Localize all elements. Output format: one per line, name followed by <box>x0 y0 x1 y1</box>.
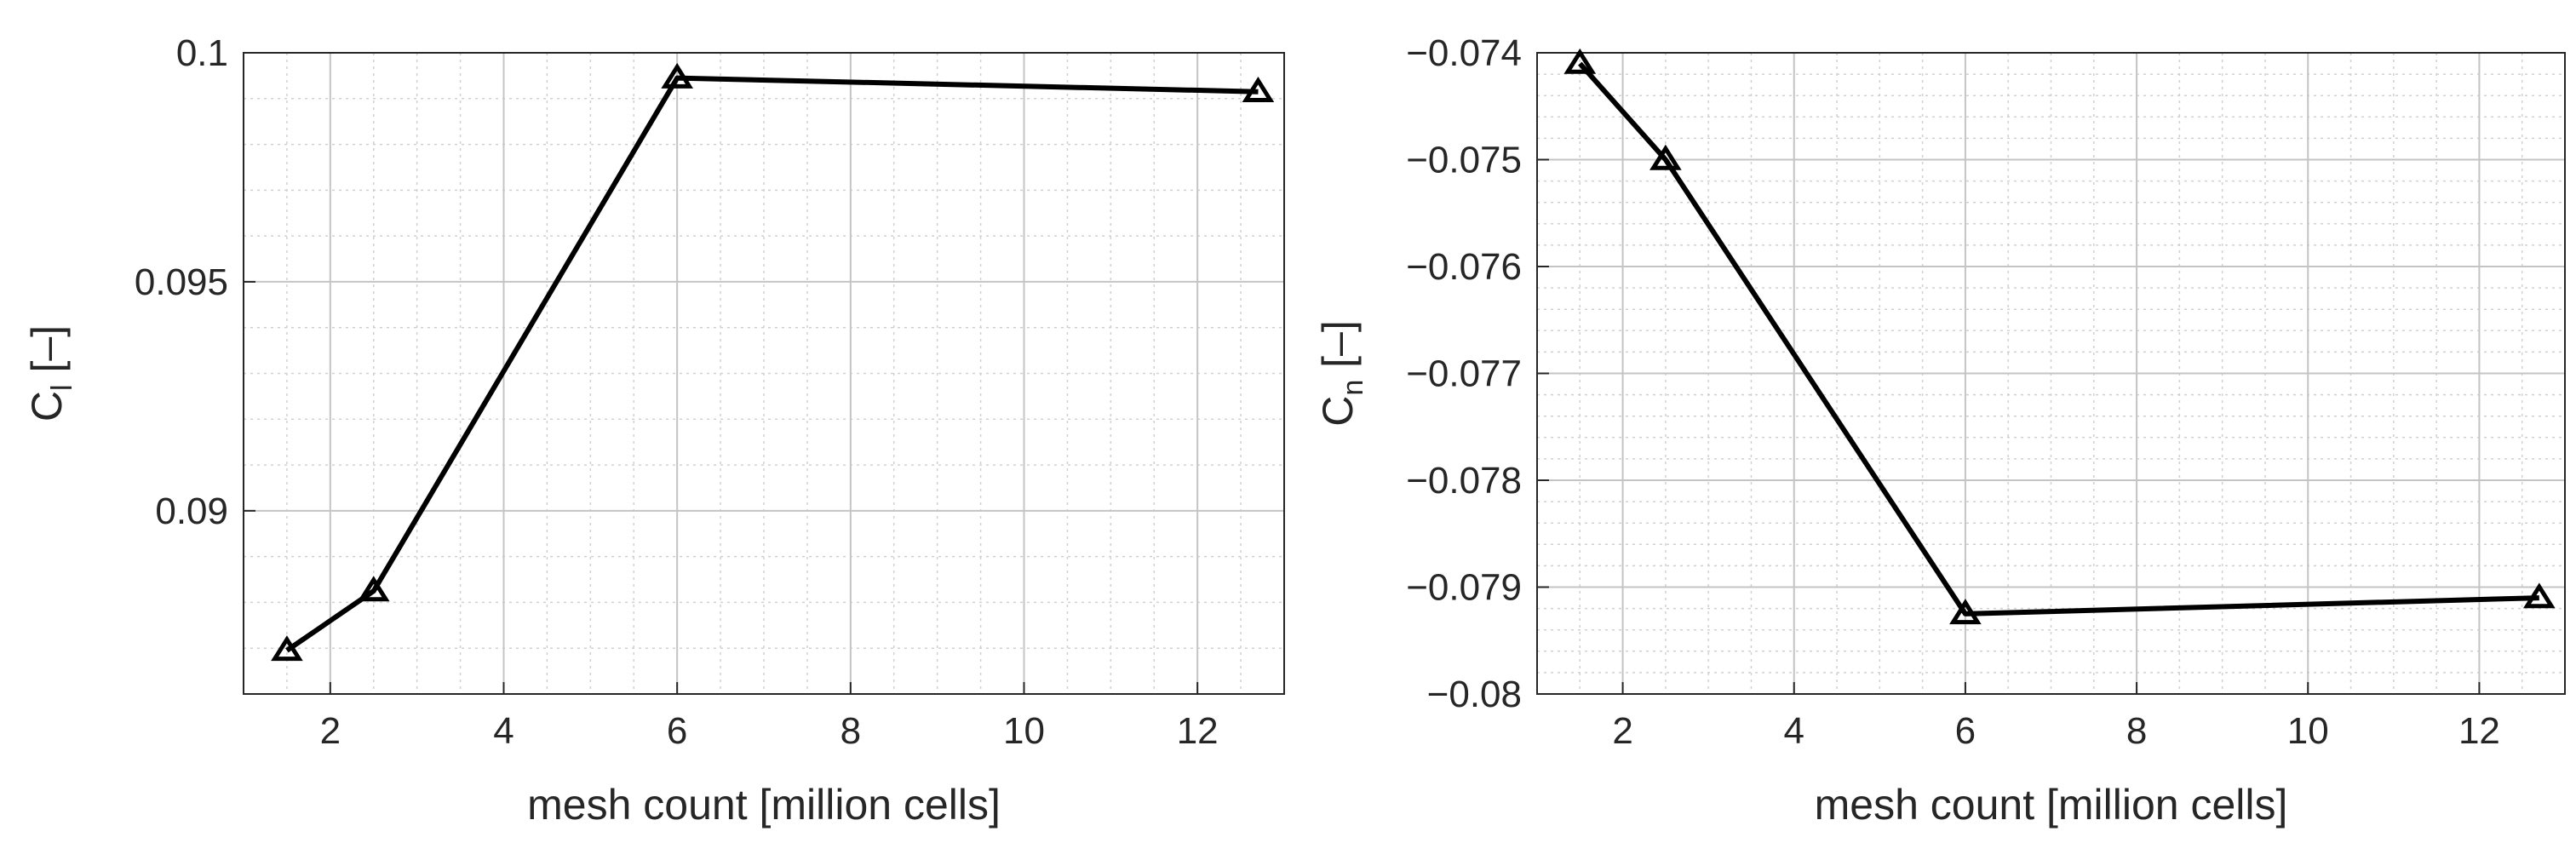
x-tick-label: 12 <box>1177 710 1219 752</box>
x-tick-label: 2 <box>320 710 341 752</box>
y-axis-label: Cl [–] <box>23 325 78 422</box>
x-tick-label: 2 <box>1612 710 1632 752</box>
data-point-marker <box>1949 599 1982 625</box>
y-tick-label: 0.095 <box>135 261 228 303</box>
x-tick-label: 6 <box>667 710 687 752</box>
series-line <box>1578 61 2539 616</box>
y-tick-label: 0.1 <box>176 32 228 74</box>
data-point-marker <box>271 635 303 662</box>
chart-lift-coefficient: 2 4 6 8 10 12 0.09 0.095 0.1 mesh count [millio… <box>23 32 1285 829</box>
x-axis-ticks: 2 4 6 8 10 12 <box>320 682 1219 752</box>
y-tick-label: −0.078 <box>1406 460 1522 502</box>
y-axis-label-symbol: C <box>23 391 71 422</box>
x-axis-label: mesh count [million cells] <box>1815 781 2288 829</box>
y-tick-label: −0.077 <box>1406 353 1522 395</box>
y-axis-label-subscript: l <box>46 384 78 391</box>
y-axis-label-subscript: n <box>1337 380 1369 396</box>
plot-area <box>243 52 1285 695</box>
x-axis-label: mesh count [million cells] <box>527 781 1001 829</box>
y-tick-label: −0.076 <box>1406 246 1522 288</box>
y-axis-ticks: 0.09 0.095 0.1 <box>135 32 255 532</box>
x-tick-label: 4 <box>493 710 513 752</box>
y-tick-label: −0.08 <box>1427 674 1522 715</box>
y-axis-label-symbol: C <box>1314 396 1362 427</box>
x-tick-label: 10 <box>1003 710 1045 752</box>
data-point-marker <box>357 576 390 602</box>
series-layer <box>1563 48 2556 625</box>
data-point-marker <box>1649 144 1682 170</box>
x-tick-label: 8 <box>2126 710 2147 752</box>
series-layer <box>271 62 1275 662</box>
data-point-marker <box>1242 77 1275 102</box>
x-tick-label: 12 <box>2458 710 2500 752</box>
y-axis-label-unit: [–] <box>23 325 71 384</box>
chart-yaw-moment-coefficient: 2 4 6 8 10 12 −0.08−0.079−0.078−0.077−0.076−0… <box>1314 32 2566 829</box>
x-tick-label: 8 <box>840 710 861 752</box>
y-tick-label: −0.075 <box>1406 140 1522 181</box>
x-tick-label: 4 <box>1784 710 1804 752</box>
x-axis-ticks: 2 4 6 8 10 12 <box>1612 682 2500 752</box>
data-point-marker <box>661 62 693 89</box>
y-axis-label: Cn [–] <box>1314 320 1369 427</box>
y-axis-label-unit: [–] <box>1314 320 1362 379</box>
data-point-marker <box>2523 582 2556 609</box>
y-tick-label: −0.074 <box>1406 32 1522 74</box>
data-point-marker <box>1563 48 1597 74</box>
y-tick-label: 0.09 <box>155 490 228 532</box>
series-line <box>285 75 1259 653</box>
x-tick-label: 6 <box>1955 710 1976 752</box>
y-axis-ticks: −0.08 −0.079 −0.078 −0.077 −0.076 −0.075 −0.07… <box>1406 32 1549 715</box>
x-tick-label: 10 <box>2287 710 2329 752</box>
y-tick-label: −0.079 <box>1406 567 1522 609</box>
